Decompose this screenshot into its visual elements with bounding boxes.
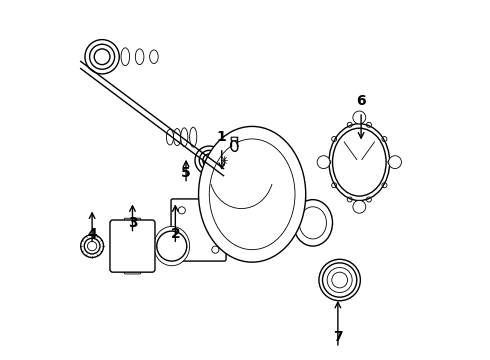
Ellipse shape xyxy=(231,137,238,141)
Text: 3: 3 xyxy=(128,216,137,230)
Ellipse shape xyxy=(231,141,238,151)
Circle shape xyxy=(122,236,143,256)
Ellipse shape xyxy=(154,226,190,266)
Circle shape xyxy=(157,231,187,261)
Text: 2: 2 xyxy=(171,226,180,240)
Circle shape xyxy=(353,111,366,124)
Circle shape xyxy=(353,201,366,213)
Text: 4: 4 xyxy=(87,226,97,240)
Text: 6: 6 xyxy=(356,94,366,108)
Ellipse shape xyxy=(167,129,173,145)
Ellipse shape xyxy=(149,50,158,64)
Ellipse shape xyxy=(329,124,390,201)
Circle shape xyxy=(85,40,119,74)
Text: 1: 1 xyxy=(217,130,227,144)
Ellipse shape xyxy=(173,129,181,146)
Text: 7: 7 xyxy=(333,330,343,344)
FancyBboxPatch shape xyxy=(171,199,226,261)
Ellipse shape xyxy=(198,126,306,262)
Ellipse shape xyxy=(190,127,197,147)
Ellipse shape xyxy=(181,128,188,147)
Ellipse shape xyxy=(293,200,333,246)
Circle shape xyxy=(317,156,330,168)
Ellipse shape xyxy=(175,203,222,257)
FancyBboxPatch shape xyxy=(110,220,155,272)
Ellipse shape xyxy=(121,48,130,66)
Circle shape xyxy=(319,259,360,301)
Ellipse shape xyxy=(333,128,386,196)
Circle shape xyxy=(389,156,401,168)
Ellipse shape xyxy=(135,49,144,64)
FancyBboxPatch shape xyxy=(124,218,141,228)
Circle shape xyxy=(81,235,103,257)
Text: 5: 5 xyxy=(181,166,191,180)
FancyBboxPatch shape xyxy=(124,265,141,274)
